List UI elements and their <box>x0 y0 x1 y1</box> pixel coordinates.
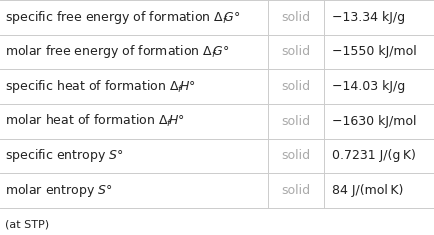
Text: solid: solid <box>281 184 309 197</box>
Text: solid: solid <box>281 46 309 59</box>
Text: specific entropy $S°$: specific entropy $S°$ <box>5 148 124 164</box>
Text: solid: solid <box>281 115 309 128</box>
Text: specific free energy of formation $\Delta_f\!G°$: specific free energy of formation $\Delt… <box>5 9 240 26</box>
Text: molar free energy of formation $\Delta_f\!G°$: molar free energy of formation $\Delta_f… <box>5 43 229 60</box>
Text: −13.34 kJ/g: −13.34 kJ/g <box>331 11 404 24</box>
Text: solid: solid <box>281 80 309 93</box>
Text: (at STP): (at STP) <box>5 220 49 230</box>
Text: −1550 kJ/mol: −1550 kJ/mol <box>331 46 416 59</box>
Text: −1630 kJ/mol: −1630 kJ/mol <box>331 115 415 128</box>
Text: molar entropy $S°$: molar entropy $S°$ <box>5 182 113 199</box>
Text: 84 J/(mol K): 84 J/(mol K) <box>331 184 402 197</box>
Text: specific heat of formation $\Delta_f\!H°$: specific heat of formation $\Delta_f\!H°… <box>5 78 196 95</box>
Text: molar heat of formation $\Delta_f\!H°$: molar heat of formation $\Delta_f\!H°$ <box>5 113 184 129</box>
Text: solid: solid <box>281 11 309 24</box>
Text: −14.03 kJ/g: −14.03 kJ/g <box>331 80 404 93</box>
Text: solid: solid <box>281 149 309 162</box>
Text: 0.7231 J/(g K): 0.7231 J/(g K) <box>331 149 415 162</box>
